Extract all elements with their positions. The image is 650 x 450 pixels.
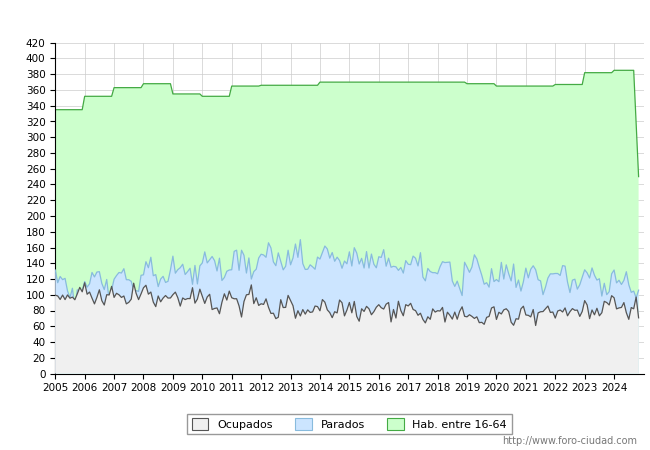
Legend: Ocupados, Parados, Hab. entre 16-64: Ocupados, Parados, Hab. entre 16-64 bbox=[187, 414, 512, 434]
Text: El Fresno - Evolucion de la poblacion en edad de Trabajar Noviembre de 2024: El Fresno - Evolucion de la poblacion en… bbox=[42, 13, 608, 28]
Text: http://www.foro-ciudad.com: http://www.foro-ciudad.com bbox=[502, 436, 637, 446]
